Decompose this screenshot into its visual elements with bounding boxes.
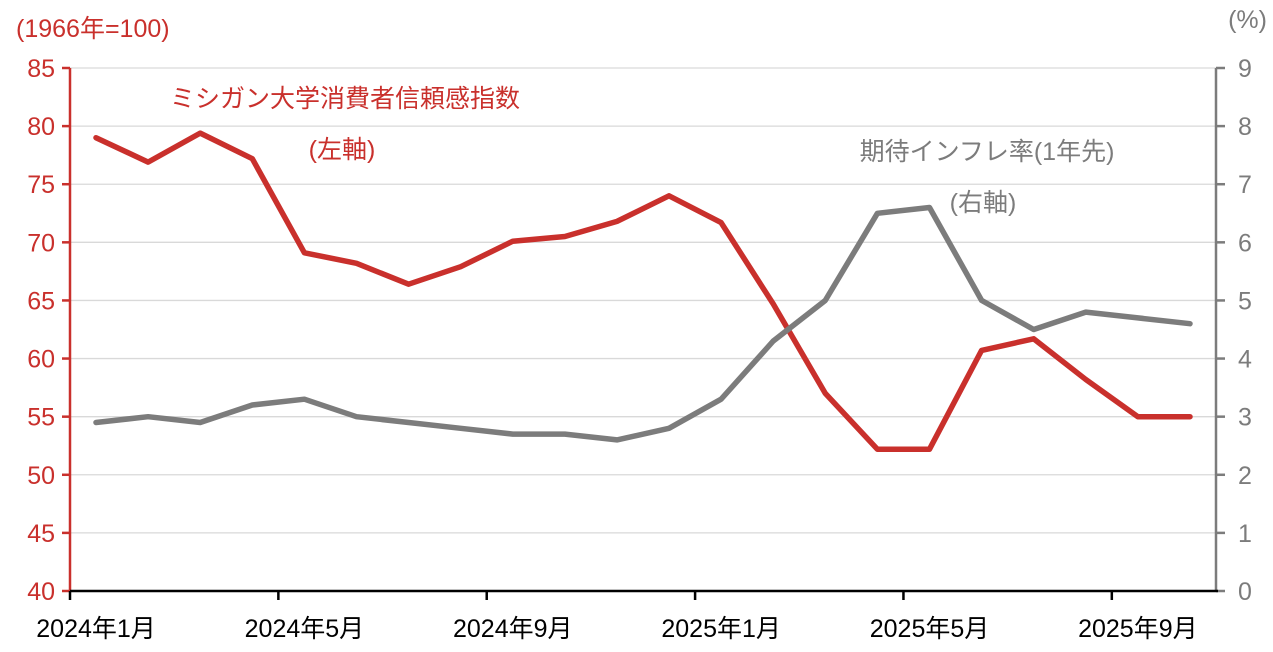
- x-axis-tick-label: 2024年1月: [36, 615, 156, 643]
- right-axis-tick-label: 4: [1238, 346, 1252, 374]
- right-axis-tick-label: 8: [1238, 113, 1252, 141]
- x-axis-tick-label: 2025年5月: [870, 615, 990, 643]
- right-axis-tick-label: 3: [1238, 404, 1252, 432]
- x-axis-tick-label: 2025年1月: [661, 615, 781, 643]
- right-axis-tick-label: 0: [1238, 578, 1252, 606]
- left-axis-tick-label: 55: [27, 404, 55, 432]
- right-axis-tick-label: 7: [1238, 171, 1252, 199]
- right-axis-tick-label: 2: [1238, 462, 1252, 490]
- left-axis-tick-label: 80: [27, 113, 55, 141]
- inflation-series-axis-note: (右軸): [949, 189, 1017, 217]
- x-axis-tick-label: 2024年5月: [245, 615, 365, 643]
- right-axis-tick-label: 1: [1238, 520, 1252, 548]
- right-axis-unit-label: (%): [1228, 6, 1267, 34]
- x-axis-tick-label: 2025年9月: [1078, 615, 1198, 643]
- left-axis-tick-label: 70: [27, 229, 55, 257]
- left-axis-tick-label: 45: [27, 520, 55, 548]
- left-axis-tick-label: 40: [27, 578, 55, 606]
- right-axis-tick-label: 9: [1238, 55, 1252, 83]
- right-axis-tick-label: 5: [1238, 287, 1252, 315]
- left-axis-tick-label: 50: [27, 462, 55, 490]
- sentiment-line-series: [93, 130, 1193, 452]
- sentiment-series-axis-note: (左軸): [308, 136, 376, 164]
- x-axis-tick-label: 2024年9月: [453, 615, 573, 643]
- left-axis-unit-label: (1966年=100): [16, 15, 170, 43]
- inflation-line-series: [93, 204, 1193, 443]
- left-axis-tick-label: 65: [27, 287, 55, 315]
- left-axis-tick-label: 75: [27, 171, 55, 199]
- inflation-series-label: 期待インフレ率(1年先): [859, 138, 1115, 166]
- sentiment-series-label: ミシガン大学消費者信頼感指数: [169, 85, 521, 113]
- left-axis-tick-label: 60: [27, 346, 55, 374]
- left-axis-tick-label: 85: [27, 55, 55, 83]
- right-axis-tick-label: 6: [1238, 229, 1252, 257]
